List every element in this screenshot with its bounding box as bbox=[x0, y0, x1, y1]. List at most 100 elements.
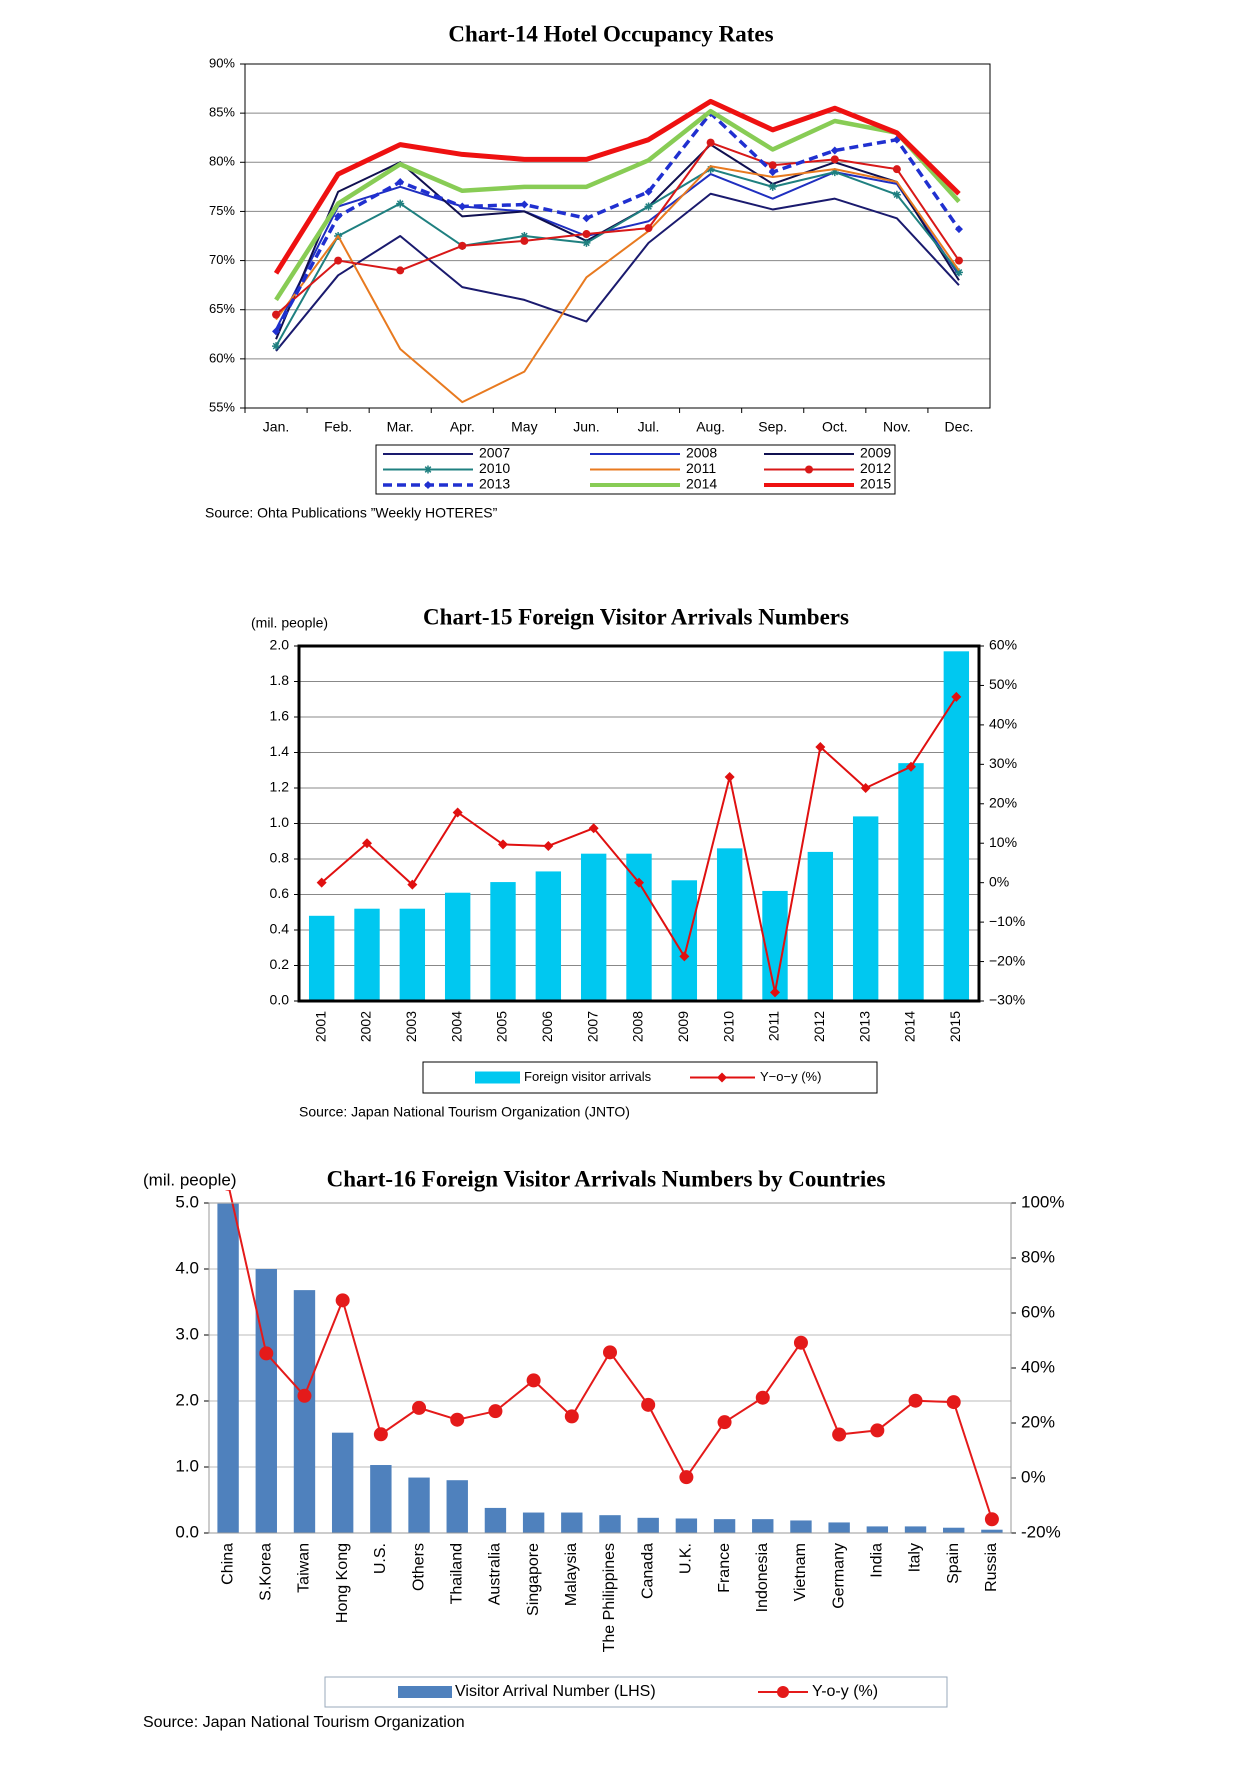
marker bbox=[297, 1388, 312, 1403]
legend-label: 2008 bbox=[686, 445, 717, 461]
y2-tick-label: 30% bbox=[989, 755, 1017, 771]
x-tick-label: Australia bbox=[487, 1543, 504, 1605]
marker bbox=[582, 214, 591, 223]
series-line bbox=[274, 108, 961, 302]
marker bbox=[777, 1686, 789, 1698]
marker bbox=[830, 146, 839, 155]
bar bbox=[408, 1477, 430, 1533]
marker bbox=[892, 165, 901, 174]
x-tick-label: Aug. bbox=[696, 419, 725, 435]
marker bbox=[954, 268, 963, 277]
marker bbox=[984, 1512, 999, 1527]
marker bbox=[520, 200, 529, 209]
y2-tick-label: 80% bbox=[1021, 1247, 1055, 1266]
bar bbox=[444, 892, 471, 1001]
y-tick-label: 65% bbox=[209, 301, 235, 316]
legend-label: 2011 bbox=[686, 460, 716, 476]
legend-swatch bbox=[398, 1686, 452, 1698]
marker bbox=[407, 879, 418, 890]
bar bbox=[807, 851, 834, 1001]
x-tick-label: 2010 bbox=[720, 1011, 736, 1042]
marker bbox=[724, 771, 735, 782]
marker bbox=[755, 1390, 770, 1405]
y-tick-label: 55% bbox=[209, 399, 235, 414]
marker bbox=[450, 1412, 465, 1427]
legend-label: Y−o−y (%) bbox=[760, 1069, 821, 1084]
marker bbox=[815, 741, 826, 752]
x-tick-label: Sep. bbox=[758, 419, 787, 435]
bar bbox=[446, 1480, 468, 1533]
x-tick-label: Thailand bbox=[448, 1543, 465, 1604]
x-tick-label: Nov. bbox=[883, 419, 911, 435]
marker bbox=[830, 168, 839, 177]
series-line bbox=[275, 165, 960, 404]
marker bbox=[224, 1190, 232, 1191]
y2-tick-label: −10% bbox=[989, 913, 1025, 929]
y-tick-label: 0.2 bbox=[270, 956, 290, 972]
x-tick-label: Hong Kong bbox=[334, 1543, 351, 1623]
x-tick-label: Taiwan bbox=[296, 1543, 313, 1593]
y-tick-label: 5.0 bbox=[175, 1192, 199, 1211]
marker bbox=[908, 1393, 923, 1408]
marker bbox=[452, 807, 463, 818]
y-tick-label: 3.0 bbox=[175, 1324, 199, 1343]
y2-tick-label: 0% bbox=[1021, 1467, 1046, 1486]
marker bbox=[564, 1409, 579, 1424]
marker bbox=[706, 165, 715, 174]
x-tick-label: 2008 bbox=[630, 1011, 646, 1042]
bar bbox=[490, 882, 516, 1001]
chart-title: Chart-16 Foreign Visitor Arrivals Number… bbox=[327, 1166, 886, 1191]
marker bbox=[768, 182, 777, 191]
y-tick-label: 1.2 bbox=[270, 779, 290, 795]
y-tick-label: 60% bbox=[209, 350, 235, 365]
x-tick-label: Jun. bbox=[573, 419, 599, 435]
marker bbox=[259, 1346, 274, 1361]
bar bbox=[535, 871, 562, 1001]
y-axis-label: (mil. people) bbox=[143, 1170, 237, 1189]
marker bbox=[334, 212, 343, 221]
source-note: Source: Ohta Publications ”Weekly HOTERE… bbox=[205, 505, 498, 521]
bar bbox=[626, 853, 652, 1001]
x-tick-label: 2002 bbox=[358, 1011, 374, 1042]
y2-tick-label: −20% bbox=[989, 952, 1025, 968]
x-tick-label: S.Korea bbox=[258, 1543, 275, 1601]
y-tick-label: 2.0 bbox=[175, 1390, 199, 1409]
marker bbox=[679, 1470, 694, 1485]
x-tick-label: Jan. bbox=[263, 419, 289, 435]
legend-label: 2009 bbox=[860, 445, 891, 461]
bar bbox=[370, 1465, 392, 1533]
y2-tick-label: 50% bbox=[989, 676, 1017, 692]
bar bbox=[790, 1520, 812, 1533]
marker bbox=[644, 202, 653, 211]
y-tick-label: 4.0 bbox=[175, 1258, 199, 1277]
y2-tick-label: 60% bbox=[1021, 1302, 1055, 1321]
marker bbox=[412, 1400, 427, 1415]
marker bbox=[906, 761, 916, 772]
bar bbox=[308, 915, 335, 1001]
y-axis-label: (mil. people) bbox=[251, 615, 328, 631]
marker bbox=[805, 465, 813, 474]
bar bbox=[981, 1529, 1003, 1533]
bar bbox=[331, 1432, 354, 1533]
x-tick-label: 2004 bbox=[448, 1011, 464, 1042]
x-tick-label: U.K. bbox=[678, 1543, 695, 1574]
marker bbox=[870, 1423, 885, 1438]
legend-label: 2010 bbox=[479, 460, 510, 476]
marker bbox=[644, 224, 653, 233]
marker bbox=[634, 877, 644, 888]
bar bbox=[484, 1507, 507, 1533]
x-tick-label: 2012 bbox=[811, 1011, 827, 1042]
y2-tick-label: 20% bbox=[1021, 1412, 1055, 1431]
marker bbox=[892, 190, 901, 199]
y2-tick-label: −30% bbox=[989, 992, 1025, 1008]
legend-label: 2012 bbox=[860, 460, 891, 476]
x-tick-label: India bbox=[869, 1543, 886, 1578]
bar bbox=[828, 1522, 850, 1533]
marker bbox=[424, 481, 432, 489]
plot-frame bbox=[244, 63, 991, 409]
y2-tick-label: 100% bbox=[1021, 1192, 1064, 1211]
y2-tick-label: 40% bbox=[989, 716, 1017, 732]
legend-label: Visitor Arrival Number (LHS) bbox=[455, 1683, 656, 1700]
x-tick-label: Germany bbox=[830, 1543, 847, 1609]
